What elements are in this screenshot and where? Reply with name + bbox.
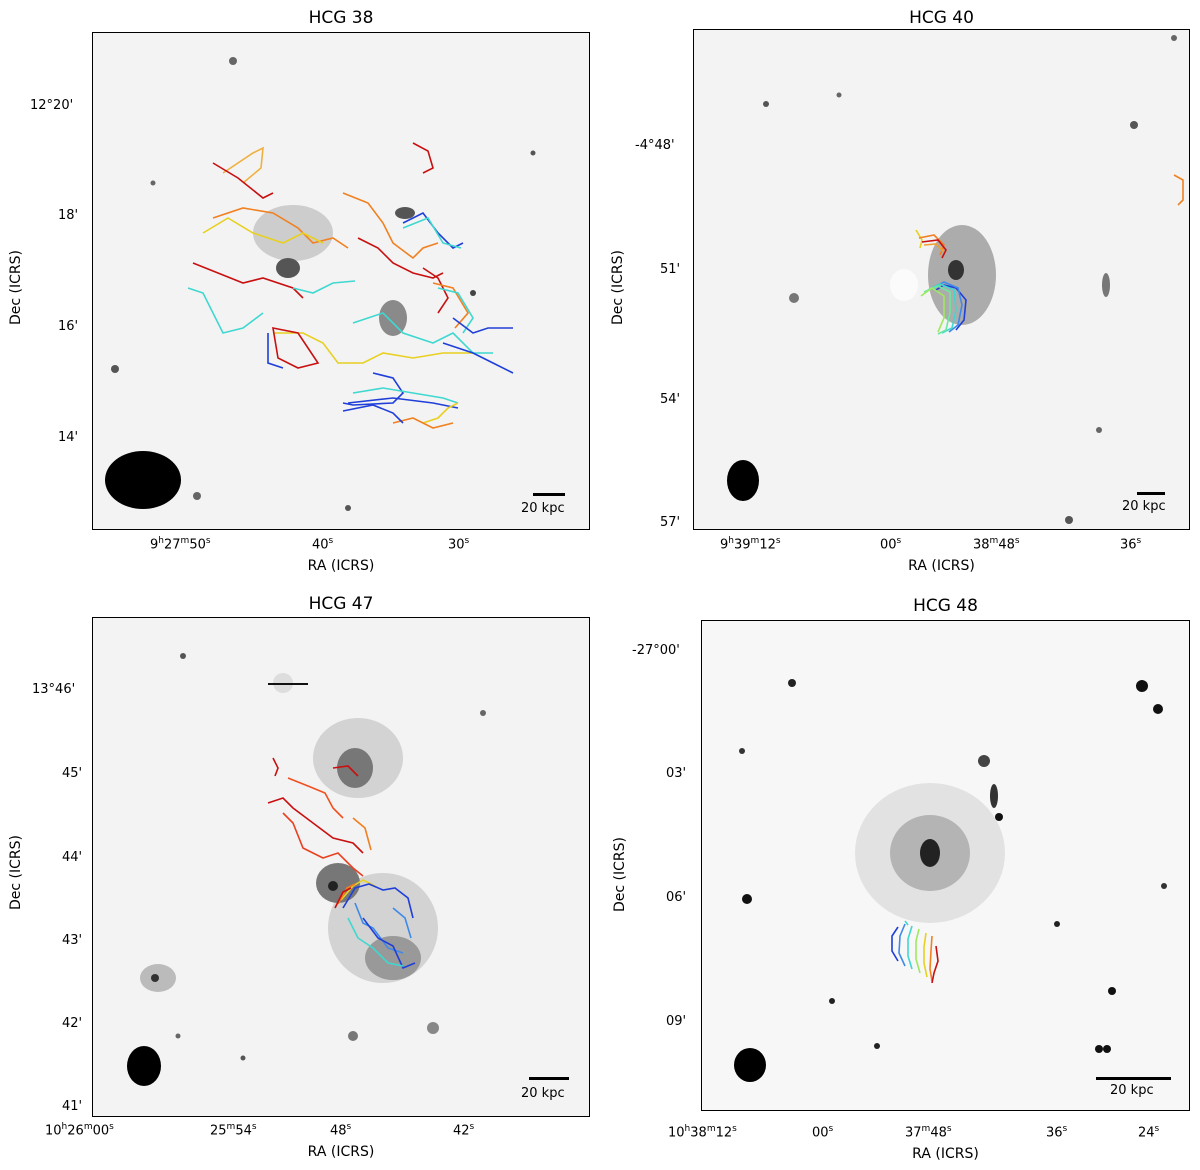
scale-bar-label: 20 kpc — [521, 501, 565, 516]
xtick: 37m48s — [905, 1124, 952, 1141]
xtick: 25m54s — [210, 1122, 257, 1139]
velocity-contours — [763, 35, 1184, 524]
beam-ellipse — [105, 451, 181, 509]
ytick: 14' — [58, 430, 79, 445]
beam-ellipse — [727, 460, 759, 501]
panel-title: HCG 38 — [308, 8, 374, 28]
xtick: 36s — [1120, 536, 1142, 553]
xtick: 36s — [1046, 1124, 1068, 1141]
sky-image: 20 kpc — [701, 620, 1190, 1111]
ytick: 03' — [666, 766, 687, 781]
scale-bar-label: 20 kpc — [1122, 499, 1166, 514]
x-axis-label: RA (ICRS) — [908, 558, 975, 574]
ytick: 44' — [62, 850, 83, 865]
scale-bar-label: 20 kpc — [521, 1086, 565, 1101]
xtick: 30s — [448, 536, 470, 553]
ytick: 51' — [660, 262, 681, 277]
scale-bar — [529, 1077, 569, 1080]
y-axis-label: Dec (ICRS) — [8, 835, 24, 910]
x-axis-label: RA (ICRS) — [307, 558, 375, 574]
xtick: 00s — [880, 536, 902, 553]
velocity-contours — [739, 679, 1167, 1053]
scale-bar-label: 20 kpc — [1110, 1083, 1154, 1098]
ytick: 43' — [62, 933, 83, 948]
xtick: 48s — [330, 1122, 352, 1139]
ytick: 57' — [660, 515, 681, 530]
panel-title: HCG 40 — [909, 8, 974, 28]
ytick: 41' — [62, 1099, 83, 1114]
scale-bar — [1137, 492, 1165, 495]
ytick: 45' — [62, 766, 83, 781]
scale-bar — [1096, 1077, 1171, 1080]
sky-image: 20 kpc — [92, 617, 590, 1117]
ytick: 16' — [58, 319, 79, 334]
xtick: 42s — [453, 1122, 475, 1139]
velocity-contours — [140, 653, 486, 1061]
y-axis-label: Dec (ICRS) — [612, 837, 628, 912]
y-axis-label: Dec (ICRS) — [610, 250, 626, 325]
ytick: -4°48' — [635, 138, 675, 153]
velocity-contours — [111, 57, 536, 511]
y-axis-label: Dec (ICRS) — [8, 250, 24, 325]
xtick: 24s — [1138, 1124, 1160, 1141]
sky-image: 20 kpc — [92, 32, 590, 530]
xtick: 9h27m50s — [150, 536, 211, 553]
beam-ellipse — [734, 1048, 766, 1082]
ytick: 13°46' — [32, 682, 76, 697]
xtick: 10h26m00s — [45, 1122, 114, 1139]
ytick: 12°20' — [30, 98, 74, 113]
xtick: 10h38m12s — [668, 1124, 737, 1141]
ytick: 54' — [660, 392, 681, 407]
panel-title: HCG 47 — [308, 594, 374, 614]
panel-title: HCG 48 — [913, 596, 978, 616]
xtick: 9h39m12s — [720, 536, 781, 553]
ytick: 42' — [62, 1016, 83, 1031]
ytick: 09' — [666, 1014, 687, 1029]
ytick: 06' — [666, 890, 687, 905]
sky-image: 20 kpc — [693, 29, 1190, 530]
ytick: 18' — [58, 208, 79, 223]
scale-bar — [533, 493, 565, 496]
xtick: 38m48s — [973, 536, 1020, 553]
ytick: -27°00' — [632, 643, 680, 658]
x-axis-label: RA (ICRS) — [307, 1144, 375, 1160]
x-axis-label: RA (ICRS) — [912, 1146, 979, 1162]
beam-ellipse — [127, 1046, 161, 1086]
xtick: 40s — [312, 536, 334, 553]
xtick: 00s — [812, 1124, 834, 1141]
